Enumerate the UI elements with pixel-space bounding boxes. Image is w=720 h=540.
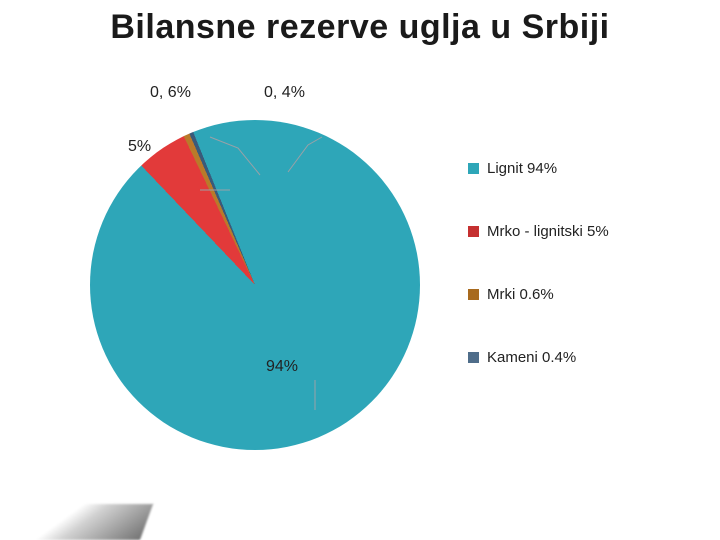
legend-label: Mrko - lignitski 5% xyxy=(487,223,609,240)
slide: { "title": "Bilansne rezerve uglja u Srb… xyxy=(0,0,720,540)
legend-item-kameni: Kameni 0.4% xyxy=(468,349,708,366)
legend-label: Kameni 0.4% xyxy=(487,349,576,366)
callout-kameni: 0, 4% xyxy=(264,84,305,102)
legend-label: Lignit 94% xyxy=(487,160,557,177)
decorative-shadow xyxy=(0,504,153,540)
callout-lignit: 94% xyxy=(266,358,298,376)
callout-mrki: 0, 6% xyxy=(150,84,191,102)
legend-item-mrki: Mrki 0.6% xyxy=(468,286,708,303)
legend-item-mrko: Mrko - lignitski 5% xyxy=(468,223,708,240)
swatch-lignit xyxy=(468,163,479,174)
legend-item-lignit: Lignit 94% xyxy=(468,160,708,177)
legend: Lignit 94% Mrko - lignitski 5% Mrki 0.6%… xyxy=(468,160,708,412)
swatch-kameni xyxy=(468,352,479,363)
swatch-mrki xyxy=(468,289,479,300)
pie-chart: 0, 6% 0, 4% 5% 94% xyxy=(90,120,420,450)
legend-label: Mrki 0.6% xyxy=(487,286,554,303)
pie-graphic xyxy=(90,120,420,450)
swatch-mrko xyxy=(468,226,479,237)
slide-title: Bilansne rezerve uglja u Srbiji xyxy=(0,8,720,47)
callout-mrko: 5% xyxy=(128,138,151,156)
